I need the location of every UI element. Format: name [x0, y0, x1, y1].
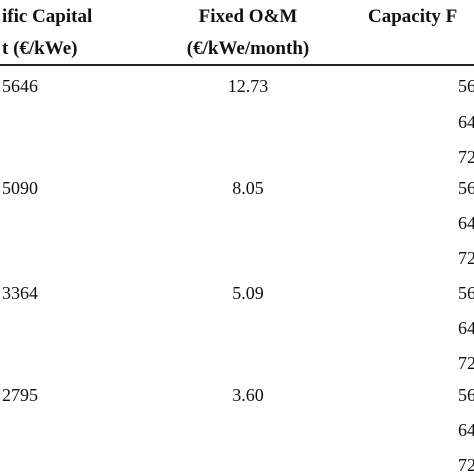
- capacity-factor-cell: 64: [458, 420, 474, 440]
- capital-cost-cell: 5646: [2, 76, 38, 96]
- fixed-om-cell: 12.73: [227, 76, 269, 96]
- capacity-factor-cell: 64: [458, 318, 474, 338]
- header-om-line1: Fixed O&M: [198, 6, 298, 27]
- capital-cost-cell: 2795: [2, 385, 38, 405]
- header-capital-line2: t (€/kWe): [2, 38, 78, 59]
- header-capital-line1: ific Capital: [2, 6, 93, 27]
- capacity-factor-cell: 56: [458, 385, 474, 405]
- capacity-factor-cell: 56: [458, 283, 474, 303]
- capacity-factor-cell: 72: [458, 147, 474, 167]
- capacity-factor-cell: 56: [458, 76, 474, 96]
- header-rule: [0, 64, 474, 66]
- capital-cost-cell: 3364: [2, 283, 38, 303]
- capacity-factor-cell: 72: [458, 248, 474, 268]
- capacity-factor-cell: 64: [458, 213, 474, 233]
- header-capacity-line1: Capacity F: [368, 6, 458, 27]
- capacity-factor-cell: 72: [458, 455, 474, 475]
- capacity-factor-cell: 64: [458, 112, 474, 132]
- fixed-om-cell: 5.09: [232, 283, 264, 303]
- fixed-om-cell: 8.05: [232, 178, 264, 198]
- capacity-factor-cell: 56: [458, 178, 474, 198]
- capacity-factor-cell: 72: [458, 353, 474, 373]
- capital-cost-cell: 5090: [2, 178, 38, 198]
- header-om-line2: (€/kWe/month): [186, 38, 310, 59]
- fixed-om-cell: 3.60: [232, 385, 264, 405]
